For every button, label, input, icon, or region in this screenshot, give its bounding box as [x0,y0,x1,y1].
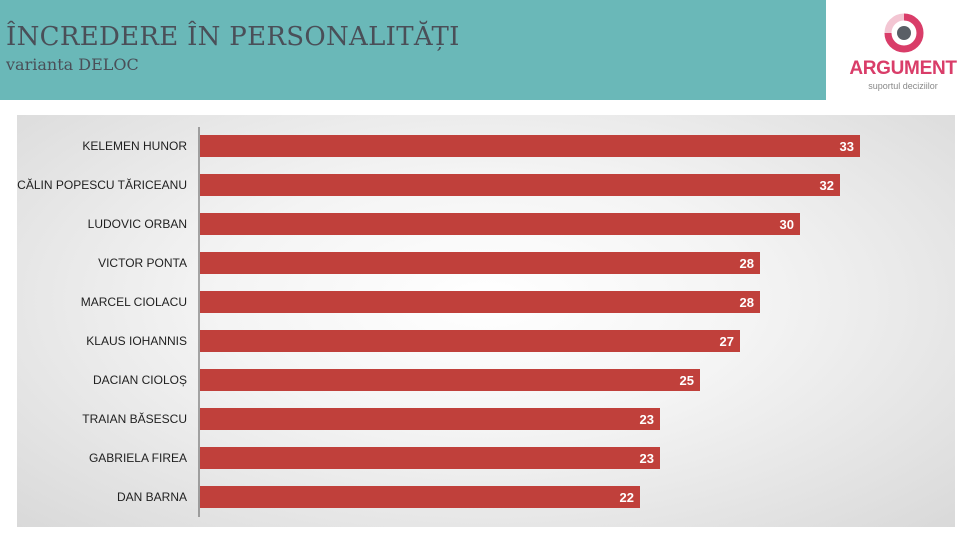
value-label: 30 [780,217,794,232]
category-label: GABRIELA FIREA [89,451,187,465]
category-label: LUDOVIC ORBAN [88,217,187,231]
category-label: DAN BARNA [117,490,187,504]
bar-chart: KELEMEN HUNOR 33 CĂLIN POPESCU TĂRICEANU 32… [17,127,860,517]
category-label: KELEMEN HUNOR [82,139,187,153]
page-subtitle: varianta DELOC [6,55,139,74]
header-band: ÎNCREDERE ÎN PERSONALITĂȚI varianta DELO… [0,0,826,100]
bar [200,486,640,508]
value-label: 23 [640,451,654,466]
category-label: MARCEL CIOLACU [81,295,187,309]
bar [200,330,740,352]
bar [200,291,760,313]
value-label: 25 [680,373,694,388]
logo-tagline: suportul deciziilor [868,81,938,91]
value-label: 28 [740,256,754,271]
bar [200,174,840,196]
logo-ring-icon [884,13,924,53]
value-label: 27 [720,334,734,349]
category-label: DACIAN CIOLOȘ [93,373,187,387]
bar [200,252,760,274]
value-label: 33 [840,139,854,154]
bar [200,369,700,391]
value-label: 32 [820,178,834,193]
category-label: VICTOR PONTA [98,256,187,270]
logo-name: ARGUMENT [849,58,957,79]
category-label: TRAIAN BĂSESCU [82,411,187,426]
value-label: 22 [620,490,634,505]
argument-logo: ARGUMENT suportul deciziilor [840,8,966,94]
bar [200,213,800,235]
bar [200,408,660,430]
value-label: 28 [740,295,754,310]
category-label: CĂLIN POPESCU TĂRICEANU [17,177,187,192]
value-label: 23 [640,412,654,427]
category-label: KLAUS IOHANNIS [86,334,187,348]
chart-panel: KELEMEN HUNOR 33 CĂLIN POPESCU TĂRICEANU 32… [17,115,955,527]
bar [200,447,660,469]
page-title: ÎNCREDERE ÎN PERSONALITĂȚI [6,22,460,52]
bar [200,135,860,157]
bars-group: KELEMEN HUNOR 33 CĂLIN POPESCU TĂRICEANU 32… [17,135,860,508]
